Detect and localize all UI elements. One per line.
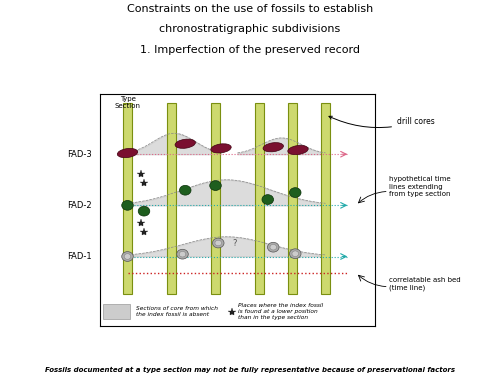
Bar [124,103,132,294]
Text: Type
Section: Type Section [114,96,140,109]
Ellipse shape [215,240,222,246]
Ellipse shape [180,185,191,195]
Ellipse shape [292,251,298,257]
Ellipse shape [262,195,274,204]
Text: Places where the index fossil
is found at a lower position
than in the type sect: Places where the index fossil is found a… [238,303,322,320]
Ellipse shape [290,249,301,259]
Text: Fossils documented at a type section may not be fully representative because of : Fossils documented at a type section may… [45,367,455,373]
Ellipse shape [175,139,196,148]
Ellipse shape [122,201,134,210]
Ellipse shape [288,146,308,154]
Text: 1. Imperfection of the preserved record: 1. Imperfection of the preserved record [140,45,360,55]
Ellipse shape [122,252,134,261]
Ellipse shape [138,206,150,216]
Bar [168,103,175,294]
Text: FAD-3: FAD-3 [67,150,92,159]
Ellipse shape [211,144,231,153]
Text: FAD-1: FAD-1 [67,252,92,261]
Text: correlatable ash bed
(time line): correlatable ash bed (time line) [389,278,460,291]
Text: chronostratigraphic subdivisions: chronostratigraphic subdivisions [160,24,340,34]
Ellipse shape [290,188,301,198]
Ellipse shape [212,238,224,248]
Bar [288,103,296,294]
Ellipse shape [124,254,131,259]
Text: FAD-2: FAD-2 [67,201,92,210]
Text: ?: ? [232,239,236,248]
Bar [322,103,330,294]
Ellipse shape [118,148,138,158]
Bar [212,103,220,294]
Bar [256,103,264,294]
Text: drill cores: drill cores [329,116,435,128]
Text: Sections of core from which
the index fossil is absent: Sections of core from which the index fo… [136,306,218,317]
Ellipse shape [268,242,279,252]
Ellipse shape [176,249,188,259]
Ellipse shape [179,251,186,257]
Text: Constraints on the use of fossils to establish: Constraints on the use of fossils to est… [127,4,373,14]
Bar [103,304,130,319]
Ellipse shape [263,142,283,152]
Ellipse shape [210,181,222,190]
Ellipse shape [270,244,276,250]
Text: hypothetical time
lines extending
from type section: hypothetical time lines extending from t… [389,176,450,197]
